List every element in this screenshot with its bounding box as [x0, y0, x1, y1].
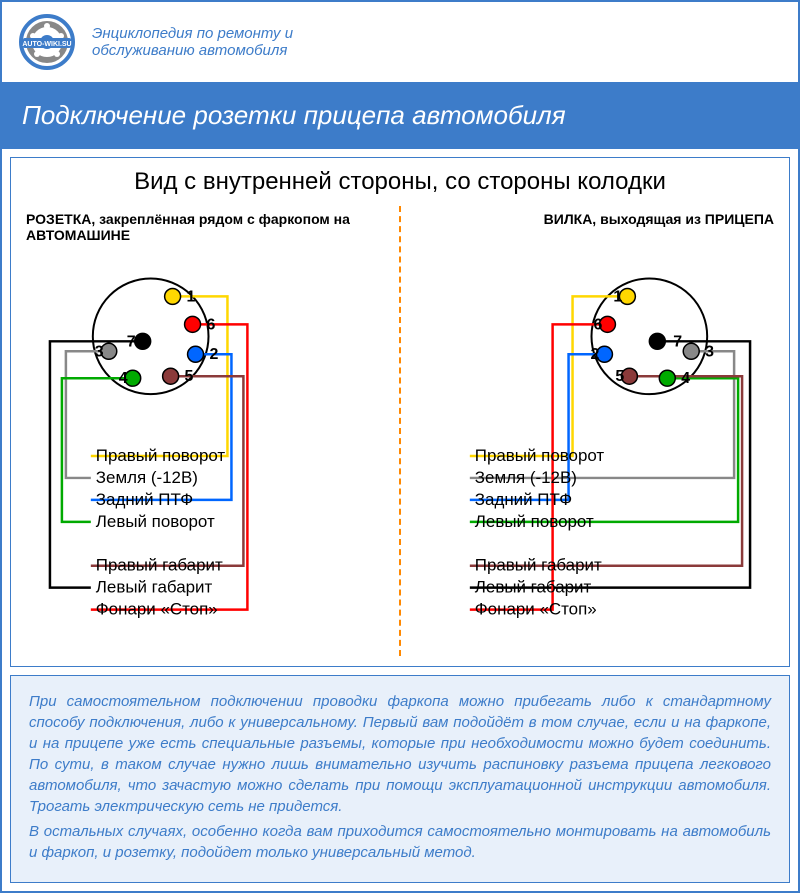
diagram-area: Вид с внутренней стороны, со стороны кол…: [10, 157, 790, 667]
svg-text:Фонари «Стоп»: Фонари «Стоп»: [96, 600, 218, 619]
svg-text:Правый поворот: Правый поворот: [475, 446, 605, 465]
diagram-left: РОЗЕТКА, закреплённая рядом с фаркопом н…: [21, 206, 400, 656]
svg-text:7: 7: [673, 333, 682, 350]
connector-left-svg: 1 2 34 5 6 7 Правый поворот Земля (-12В) Задний …: [26, 266, 395, 646]
svg-text:Правый габарит: Правый габарит: [475, 556, 602, 575]
svg-text:6: 6: [593, 316, 602, 333]
svg-text:Правый габарит: Правый габарит: [96, 556, 223, 575]
svg-text:Левый габарит: Левый габарит: [475, 578, 592, 597]
diagram-right: ВИЛКА, выходящая из ПРИЦЕПА 1 2 34 5 6 7 Правы…: [400, 206, 779, 656]
svg-text:Задний ПТФ: Задний ПТФ: [96, 490, 193, 509]
svg-text:Левый поворот: Левый поворот: [475, 512, 594, 531]
right-subtitle: ВИЛКА, выходящая из ПРИЦЕПА: [405, 211, 774, 251]
svg-text:6: 6: [207, 316, 216, 333]
info-p1: При самостоятельном подключении проводки…: [29, 691, 771, 817]
diagram-title: Вид с внутренней стороны, со стороны кол…: [21, 168, 779, 196]
svg-text:Правый поворот: Правый поворот: [96, 446, 226, 465]
svg-text:5: 5: [615, 368, 624, 385]
header: AUTO-WIKI.SU Энциклопедия по ремонту и о…: [2, 2, 798, 82]
svg-text:Левый габарит: Левый габарит: [96, 578, 213, 597]
main-container: AUTO-WIKI.SU Энциклопедия по ремонту и о…: [0, 0, 800, 893]
svg-text:Земля (-12В): Земля (-12В): [475, 468, 577, 487]
logo-icon: AUTO-WIKI.SU: [17, 12, 77, 72]
svg-text:Задний ПТФ: Задний ПТФ: [475, 490, 572, 509]
svg-text:2: 2: [590, 346, 599, 363]
page-title: Подключение розетки прицепа автомобиля: [2, 82, 798, 149]
info-box: При самостоятельном подключении проводки…: [10, 675, 790, 883]
connector-right-svg: 1 2 34 5 6 7 Правый поворот Земля (-12В) Задний …: [405, 266, 774, 646]
svg-text:5: 5: [185, 368, 194, 385]
logo: AUTO-WIKI.SU: [17, 12, 77, 72]
svg-text:Фонари «Стоп»: Фонари «Стоп»: [475, 600, 597, 619]
svg-text:Земля (-12В): Земля (-12В): [96, 468, 198, 487]
svg-text:Левый поворот: Левый поворот: [96, 512, 215, 531]
divider: [399, 206, 401, 656]
svg-text:4: 4: [681, 370, 690, 387]
info-p2: В остальных случаях, особенно когда вам …: [29, 821, 771, 863]
left-subtitle: РОЗЕТКА, закреплённая рядом с фаркопом н…: [26, 211, 395, 251]
svg-text:3: 3: [95, 343, 104, 360]
svg-text:AUTO-WIKI.SU: AUTO-WIKI.SU: [22, 41, 71, 48]
svg-text:1: 1: [613, 288, 622, 305]
tagline: Энциклопедия по ремонту и обслуживанию а…: [92, 25, 392, 59]
svg-text:7: 7: [127, 333, 136, 350]
svg-text:3: 3: [705, 343, 714, 360]
diagram-split: РОЗЕТКА, закреплённая рядом с фаркопом н…: [21, 206, 779, 656]
svg-text:1: 1: [187, 288, 196, 305]
svg-text:4: 4: [119, 370, 128, 387]
svg-text:2: 2: [210, 346, 219, 363]
